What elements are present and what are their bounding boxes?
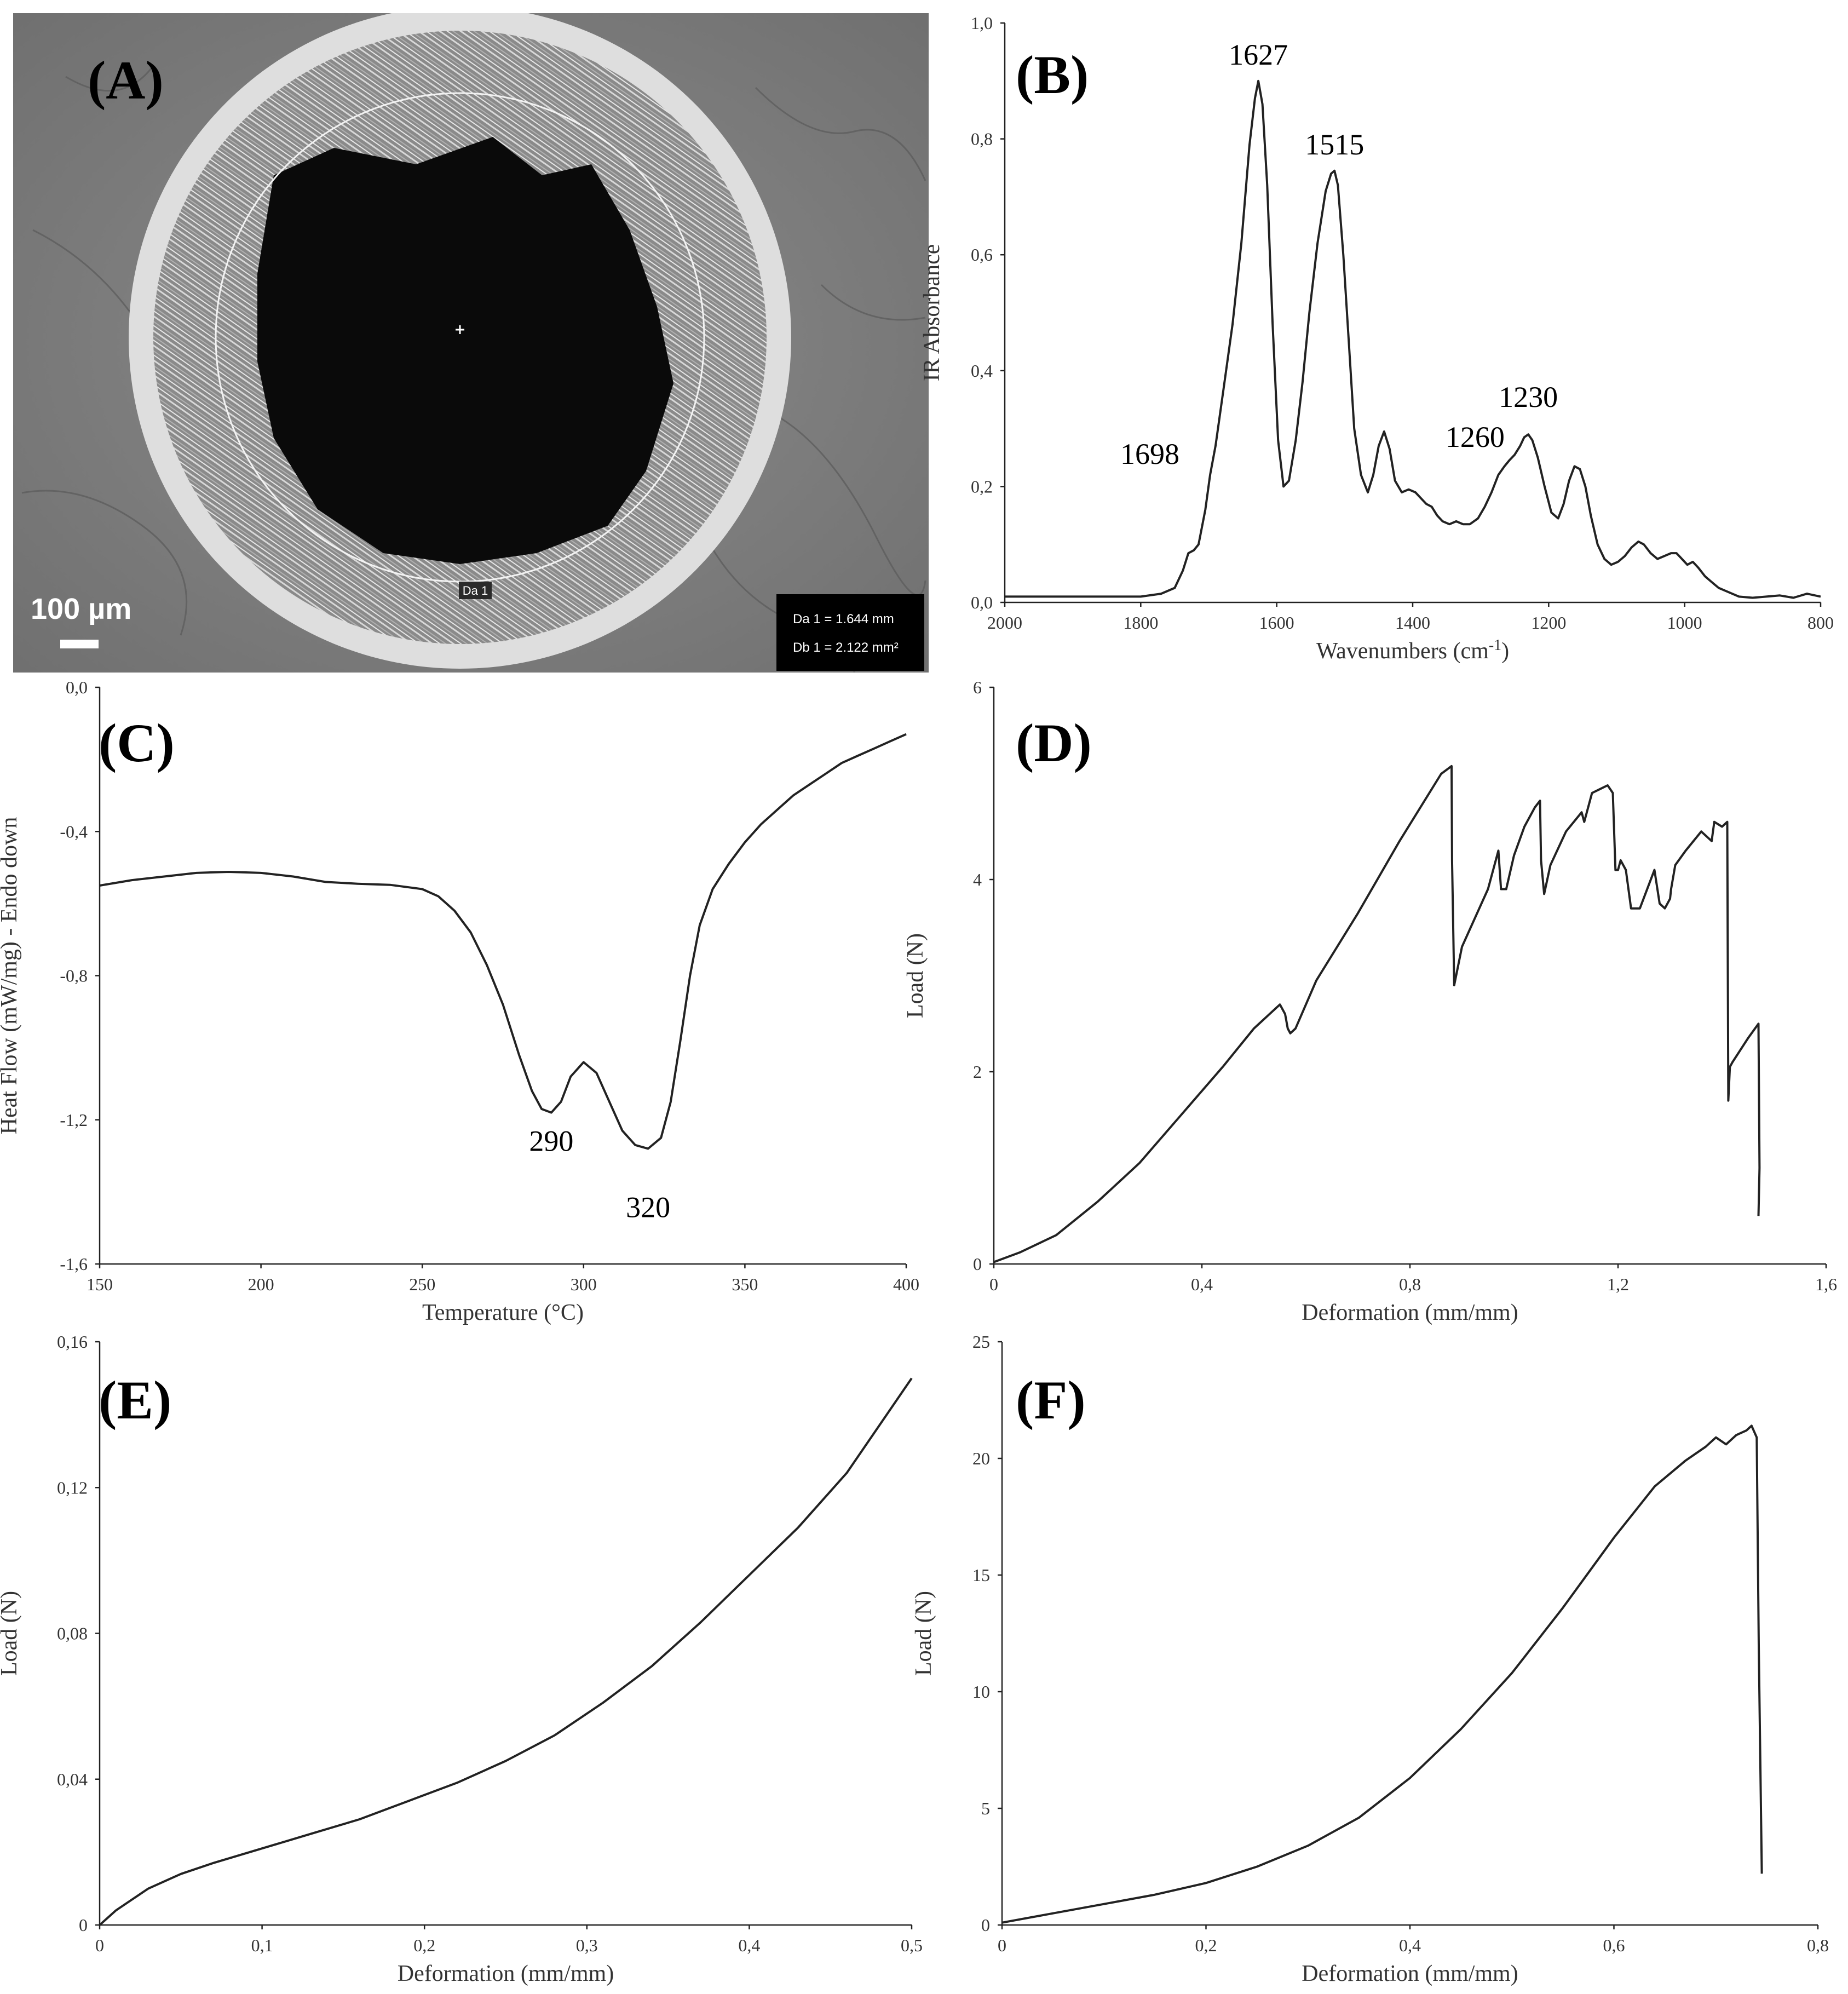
panel-b-ftir-chart: 2000 1800 1600 1400 1200 1000 800 0,0 0,2 0,4 0,6 0… [919,13,1834,664]
x-tick-label: 0,5 [901,1935,923,1955]
y-tick-label: 15 [972,1565,990,1585]
scale-bar [60,640,99,648]
x-axis-label: Deformation (mm/mm) [1302,1961,1518,1986]
y-axis-label: Load (N) [903,933,928,1018]
y-tick-label: -0,4 [60,821,88,841]
x-tick-label: 0 [989,1274,998,1294]
scale-bar-label: 100 µm [31,593,131,625]
x-tick-label: 350 [732,1274,758,1294]
y-tick-label: -1,2 [60,1110,88,1130]
x-tick-label: 400 [893,1274,919,1294]
y-tick-label: 20 [972,1449,990,1468]
y-tick-label: 2 [973,1062,982,1082]
y-tick-label: -0,8 [60,966,88,986]
series-line [993,765,1761,1263]
panel-letter: (F) [1016,1370,1086,1430]
panel-a-letter: (A) [88,50,164,111]
x-tick-label: 150 [87,1274,113,1294]
measurement-da: Da 1 = 1.644 mm [793,612,894,627]
panel-f-load-chart: 0 0,2 0,4 0,6 0,8 0 5 10 15 20 25 Deformation (mm/m… [911,1332,1829,1986]
x-tick-label: 800 [1807,613,1834,633]
x-axis-label: Deformation (mm/mm) [1302,1300,1518,1325]
peak-annotation: 320 [626,1191,670,1223]
measurement-info-box [776,594,924,671]
x-axis-label: Wavenumbers (cm-1) [1316,637,1509,664]
series-line [99,1377,913,1926]
x-tick-label: 0,6 [1603,1935,1625,1955]
peak-annotation: 1515 [1305,128,1364,161]
y-axis-label: IR Absorbance [919,244,945,382]
x-tick-label: 1400 [1395,613,1430,633]
y-tick-label: 0,0 [971,593,993,612]
center-marker [456,325,464,334]
y-tick-label: 25 [972,1332,990,1352]
y-tick-label: 1,0 [971,13,993,33]
y-tick-label: 0,2 [971,476,993,496]
x-tick-label: 2000 [987,613,1022,633]
x-tick-label: 1,6 [1815,1274,1837,1294]
panel-a-sem-image: Da 1 Da 1 = 1.644 mm Db 1 = 2.122 mm² 10… [13,13,929,673]
y-tick-label: 6 [973,677,982,697]
y-tick-label: 0,8 [971,129,993,149]
peak-annotation: 1230 [1499,381,1558,413]
x-axis-label: Deformation (mm/mm) [398,1961,614,1986]
y-tick-label: 0,12 [57,1478,88,1497]
x-tick-label: 1800 [1123,613,1158,633]
x-tick-label: 0,3 [576,1935,598,1955]
y-tick-label: 0,0 [66,677,88,697]
x-axis-label: Temperature (°C) [422,1300,584,1325]
panel-letter: (C) [99,712,175,773]
x-tick-label: 0,1 [251,1935,273,1955]
y-tick-label: 5 [981,1798,990,1818]
series-line [99,733,907,1150]
x-tick-label: 200 [248,1274,274,1294]
y-axis-label: Load (N) [911,1591,936,1676]
panel-d-load-chart: 0 0,4 0,8 1,2 1,6 0 2 4 6 Deformation (mm/mm) Load… [903,677,1837,1325]
x-tick-label: 0,8 [1399,1274,1421,1294]
y-axis-label: Heat Flow (mW/mg) - Endo down [0,817,22,1135]
x-tick-label: 0,4 [738,1935,760,1955]
y-axis-label: Load (N) [0,1591,22,1676]
y-tick-label: -1,6 [60,1254,88,1274]
y-tick-label: 0,6 [971,245,993,265]
panel-c-dsc-chart: 150 200 250 300 350 400 -1,6 -1,2 -0,8 -0,4 0,0 Tem… [0,677,919,1325]
circle-label: Da 1 [463,584,488,597]
scaffold-lumen [257,137,673,564]
x-tick-label: 1,2 [1607,1274,1629,1294]
peak-annotation: 1698 [1120,438,1179,470]
y-tick-label: 10 [972,1682,990,1702]
panel-letter: (E) [99,1370,171,1430]
x-tick-label: 0,2 [1195,1935,1217,1955]
y-tick-label: 0,4 [971,361,993,381]
series-line [1005,79,1821,599]
x-tick-label: 0,2 [413,1935,435,1955]
x-tick-label: 0,8 [1807,1935,1829,1955]
y-tick-label: 0 [79,1915,88,1935]
x-tick-label: 0 [998,1935,1006,1955]
x-tick-label: 1200 [1531,613,1566,633]
x-tick-label: 0 [95,1935,104,1955]
x-tick-label: 250 [409,1274,435,1294]
peak-annotation: 1627 [1229,38,1288,71]
measurement-db: Db 1 = 2.122 mm² [793,640,899,655]
panel-letter: (B) [1016,44,1089,105]
peak-annotation: 290 [529,1125,573,1158]
panel-e-load-chart: 0 0,1 0,2 0,3 0,4 0,5 0 0,04 0,08 0,12 0,16 Deforma… [0,1332,923,1986]
y-tick-label: 4 [973,870,982,889]
panel-letter: (D) [1016,712,1092,773]
y-tick-label: 0,08 [57,1624,88,1644]
y-tick-label: 0,16 [57,1332,88,1352]
y-tick-label: 0 [973,1254,982,1274]
x-tick-label: 0,4 [1191,1274,1213,1294]
x-tick-label: 300 [571,1274,597,1294]
y-tick-label: 0,04 [57,1769,88,1789]
peak-annotation: 1260 [1446,421,1505,453]
x-tick-label: 0,4 [1399,1935,1421,1955]
y-tick-label: 0 [981,1915,990,1935]
circle-label-box [459,582,492,599]
x-tick-label: 1000 [1667,613,1702,633]
series-line [1001,1424,1763,1924]
x-tick-label: 1600 [1259,613,1294,633]
